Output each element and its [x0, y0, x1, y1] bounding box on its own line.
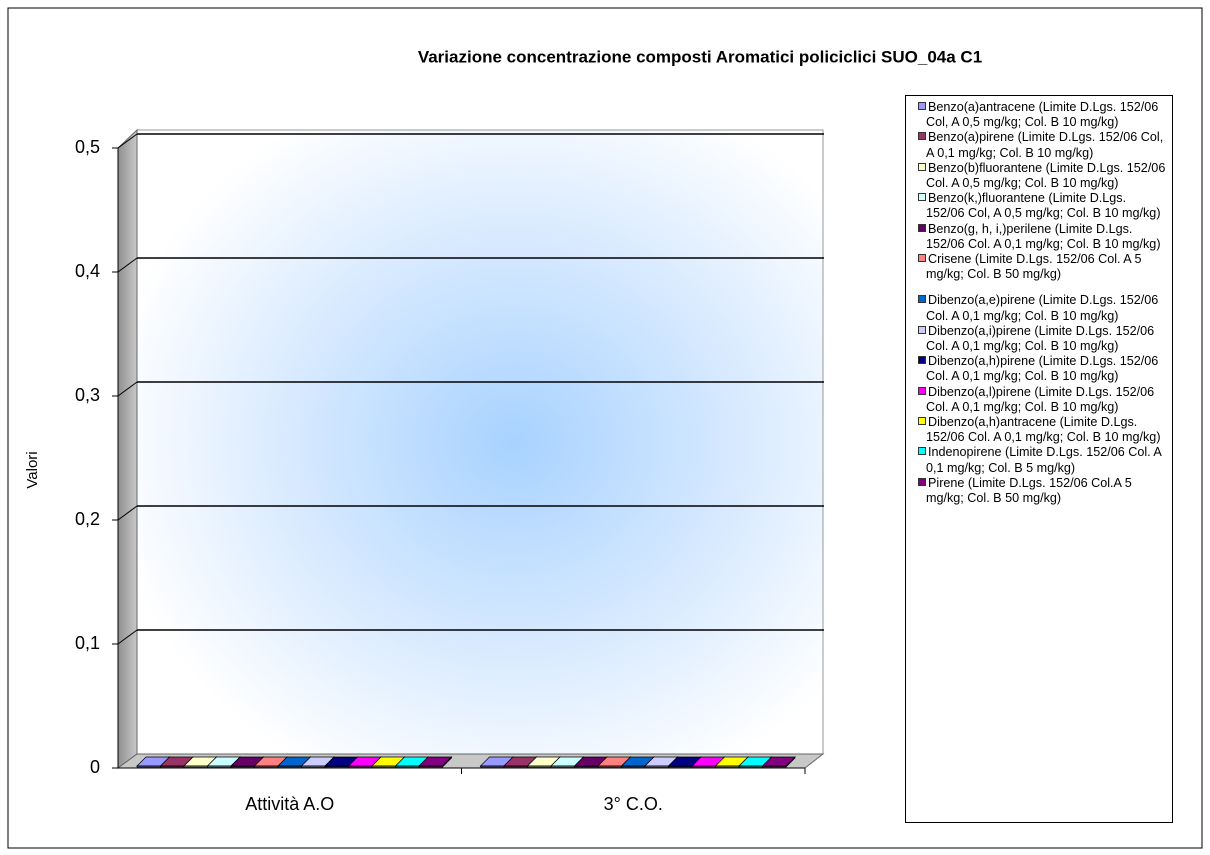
chart-title: Variazione concentrazione composti Aroma…	[418, 47, 982, 66]
bar	[136, 765, 161, 768]
legend-entry: Dibenzo(a,i)pirene (Limite D.Lgs. 152/06…	[909, 324, 1168, 354]
legend-swatch	[918, 417, 926, 426]
legend-entry: Indenopirene (Limite D.Lgs. 152/06 Col. …	[909, 445, 1168, 475]
legend-label: Pirene (Limite D.Lgs. 152/06 Col.A 5 mg/…	[926, 475, 1132, 506]
bar	[277, 765, 302, 768]
y-axis-title: Valori	[24, 451, 41, 488]
bar	[418, 765, 443, 768]
legend-swatch	[918, 223, 926, 232]
y-tick-label: 0,5	[75, 137, 100, 157]
legend-label: Benzo(k,)fluorantene (Limite D.Lgs. 152/…	[926, 191, 1161, 221]
legend-entry: Benzo(a)pirene (Limite D.Lgs. 152/06 Col…	[909, 130, 1168, 160]
legend-label: Benzo(a)antracene (Limite D.Lgs. 152/06 …	[926, 100, 1159, 130]
bar	[395, 765, 420, 768]
bar	[324, 765, 349, 768]
grid-line	[117, 629, 138, 645]
bar	[550, 765, 575, 768]
legend-entry: Benzo(k,)fluorantene (Limite D.Lgs. 152/…	[909, 191, 1168, 221]
bar	[668, 765, 693, 768]
y-tick-label: 0,4	[75, 261, 100, 281]
legend-entry: Dibenzo(a,l)pirene (Limite D.Lgs. 152/06…	[909, 385, 1168, 415]
bar	[621, 765, 646, 768]
bar	[527, 765, 552, 768]
bar	[574, 765, 599, 768]
legend-swatch	[918, 254, 926, 263]
bar	[371, 765, 396, 768]
bar	[207, 765, 232, 768]
bar	[254, 765, 279, 768]
legend-swatch	[918, 477, 926, 486]
bar	[160, 765, 185, 768]
legend-entry: Benzo(a)antracene (Limite D.Lgs. 152/06 …	[909, 100, 1168, 130]
legend-label: Dibenzo(a,h)pirene (Limite D.Lgs. 152/06…	[926, 354, 1159, 384]
x-tick-label: Attività A.O	[245, 794, 334, 814]
legend-label: Benzo(a)pirene (Limite D.Lgs. 152/06 Col…	[926, 130, 1164, 160]
legend-entry: Dibenzo(a,h)pirene (Limite D.Lgs. 152/06…	[909, 354, 1168, 384]
legend-entry: Benzo(b)fluorantene (Limite D.Lgs. 152/0…	[909, 161, 1168, 191]
grid-line	[117, 257, 138, 273]
legend-entry: Dibenzo(a,h)antracene (Limite D.Lgs. 152…	[909, 415, 1168, 445]
legend-label: Dibenzo(a,i)pirene (Limite D.Lgs. 152/06…	[926, 323, 1155, 354]
legend-swatch	[918, 193, 926, 202]
legend-label: Indenopirene (Limite D.Lgs. 152/06 Col. …	[926, 445, 1162, 475]
legend-label: Dibenzo(a,l)pirene (Limite D.Lgs. 152/06…	[926, 384, 1155, 414]
y-tick-label: 0	[90, 757, 100, 777]
grid-line	[117, 133, 138, 149]
legend-swatch	[918, 325, 926, 334]
legend-swatch	[918, 295, 926, 304]
bar	[691, 765, 716, 768]
legend-swatch	[918, 356, 926, 365]
legend-swatch	[918, 132, 926, 141]
x-tick-label: 3° C.O.	[604, 794, 663, 814]
bar	[762, 765, 787, 768]
bar	[597, 765, 622, 768]
bar	[715, 765, 740, 768]
legend-entry: Crisene (Limite D.Lgs. 152/06 Col. A 5 m…	[909, 252, 1168, 282]
legend-entry: Dibenzo(a,e)pirene (Limite D.Lgs. 152/06…	[909, 293, 1168, 323]
bar	[183, 765, 208, 768]
legend: Benzo(a)antracene (Limite D.Lgs. 152/06 …	[905, 95, 1173, 823]
legend-entry: Pirene (Limite D.Lgs. 152/06 Col.A 5 mg/…	[909, 476, 1168, 506]
back-wall	[136, 129, 824, 755]
legend-label: Crisene (Limite D.Lgs. 152/06 Col. A 5 m…	[926, 252, 1142, 282]
legend-swatch	[918, 447, 926, 456]
bar	[644, 765, 669, 768]
y-tick-label: 0,3	[75, 385, 100, 405]
legend-label: Benzo(g, h, i,)perilene (Limite D.Lgs. 1…	[926, 221, 1161, 251]
bar	[230, 765, 255, 768]
legend-swatch	[918, 162, 926, 171]
bar	[348, 765, 373, 768]
bar	[503, 765, 528, 768]
legend-entry: Benzo(g, h, i,)perilene (Limite D.Lgs. 1…	[909, 222, 1168, 252]
grid-line	[117, 505, 138, 521]
legend-label: Dibenzo(a,h)antracene (Limite D.Lgs. 152…	[926, 415, 1161, 445]
bar	[301, 765, 326, 768]
grid-line	[117, 381, 138, 397]
legend-label: Benzo(b)fluorantene (Limite D.Lgs. 152/0…	[926, 160, 1166, 191]
legend-label: Dibenzo(a,e)pirene (Limite D.Lgs. 152/06…	[926, 293, 1159, 323]
y-tick-label: 0,2	[75, 509, 100, 529]
legend-swatch	[918, 386, 926, 395]
y-tick-label: 0,1	[75, 633, 100, 653]
bar	[480, 765, 505, 768]
side-wall	[117, 128, 138, 769]
bar	[738, 765, 763, 768]
legend-swatch	[918, 102, 926, 110]
